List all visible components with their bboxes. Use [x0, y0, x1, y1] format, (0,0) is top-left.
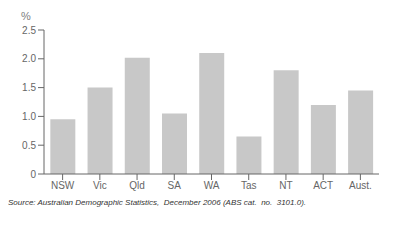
svg-text:0.5: 0.5	[22, 140, 36, 151]
svg-text:Qld: Qld	[129, 180, 145, 191]
html-text:Source: Australian Demographic: Source: Australian Demographic Statistic…	[8, 198, 307, 207]
svg-text:Aust.: Aust.	[349, 180, 372, 191]
svg-text:WA: WA	[204, 180, 220, 191]
svg-text:2.0: 2.0	[22, 53, 36, 64]
svg-text:2.5: 2.5	[22, 25, 36, 36]
svg-text:NT: NT	[279, 180, 292, 191]
svg-text:ACT: ACT	[313, 180, 333, 191]
svg-text:Vic: Vic	[93, 180, 107, 191]
svg-text:SA: SA	[168, 180, 182, 191]
svg-text:%: %	[21, 10, 31, 22]
svg-text:NSW: NSW	[51, 180, 75, 191]
svg-text:Tas: Tas	[241, 180, 257, 191]
svg-text:1.0: 1.0	[22, 111, 36, 122]
svg-text:1.5: 1.5	[22, 82, 36, 93]
svg-text:0: 0	[30, 169, 36, 180]
